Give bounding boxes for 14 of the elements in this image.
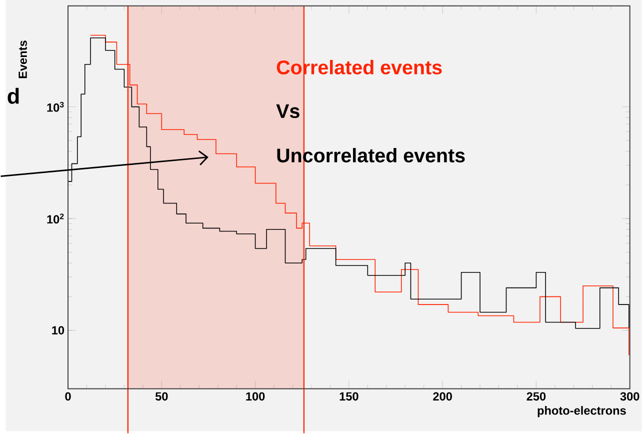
x-tick-label: 150 <box>340 392 358 401</box>
x-tick-label: 50 <box>155 392 168 401</box>
y-tick-label: 10$^{3}$ <box>47 102 64 112</box>
annotation: Vs <box>276 104 300 118</box>
x-axis-title: photo-electrons <box>538 406 626 418</box>
x-tick-label: 100 <box>246 392 265 401</box>
y-axis-title: Events <box>18 40 27 78</box>
x-tick-label: 300 <box>620 392 640 401</box>
x-tick-label: 200 <box>433 392 452 401</box>
y-tick-label: 10$^{2}$ <box>47 214 64 224</box>
x-tick-label: 250 <box>526 392 546 401</box>
text: d <box>8 88 19 104</box>
y-tick-label: 10 <box>52 326 64 335</box>
x-tick-label: 0 <box>65 392 71 401</box>
